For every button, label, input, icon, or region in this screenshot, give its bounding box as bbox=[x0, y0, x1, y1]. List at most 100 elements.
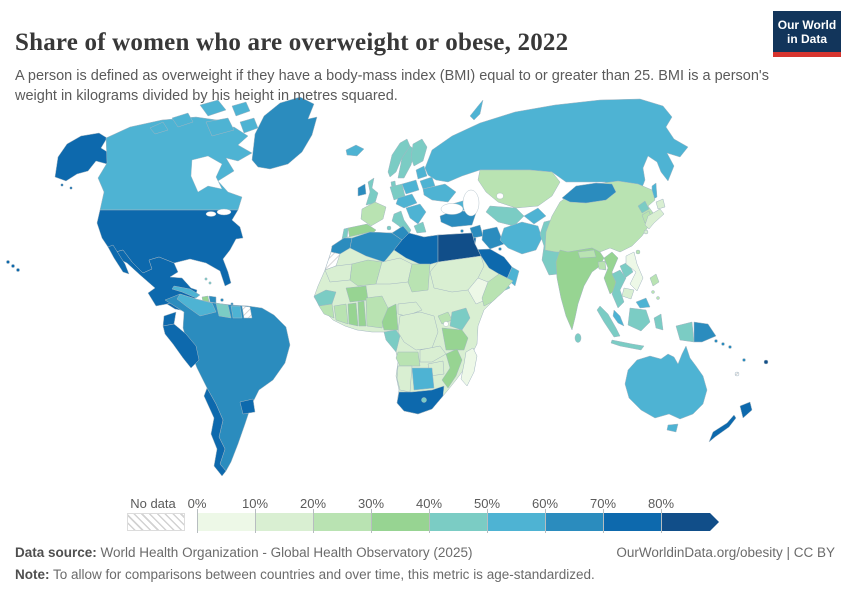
region-new-zealand-south[interactable] bbox=[708, 414, 737, 443]
region-south-america[interactable] bbox=[164, 293, 291, 472]
owid-url-link[interactable]: OurWorldinData.org/obesity | CC BY bbox=[616, 545, 835, 560]
region-suriname[interactable] bbox=[230, 305, 243, 319]
region-philippines[interactable] bbox=[651, 290, 655, 294]
legend-bin-80%+[interactable] bbox=[661, 513, 719, 531]
region-poland[interactable] bbox=[401, 179, 420, 195]
region-nepal[interactable] bbox=[577, 249, 597, 259]
region-zambia[interactable] bbox=[419, 345, 447, 363]
region-cameroon[interactable] bbox=[381, 303, 399, 331]
region-namibia[interactable] bbox=[396, 365, 413, 393]
region-hawaii[interactable] bbox=[11, 264, 15, 268]
region-mexico[interactable] bbox=[111, 249, 198, 307]
region-bangladesh[interactable] bbox=[597, 260, 607, 271]
region-united-kingdom[interactable] bbox=[365, 177, 379, 206]
region-solomon-islands[interactable] bbox=[714, 339, 718, 343]
region-west-papua[interactable] bbox=[675, 321, 695, 343]
region-malaysia-borneo[interactable] bbox=[635, 297, 651, 309]
region-ireland[interactable] bbox=[357, 183, 367, 197]
region-somalia[interactable] bbox=[481, 273, 514, 307]
region-togo-benin[interactable] bbox=[357, 300, 367, 327]
region-madagascar[interactable] bbox=[460, 347, 478, 387]
legend-bin-0-10%[interactable] bbox=[197, 513, 255, 531]
region-papua-new-guinea[interactable] bbox=[693, 321, 717, 343]
region-ghana[interactable] bbox=[347, 302, 359, 327]
region-sumatra[interactable] bbox=[596, 305, 621, 338]
region-mozambique[interactable] bbox=[441, 348, 463, 389]
region-philippines[interactable] bbox=[656, 296, 660, 300]
region-australia[interactable] bbox=[624, 345, 708, 420]
region-sardinia[interactable] bbox=[386, 225, 392, 231]
region-java[interactable] bbox=[610, 339, 645, 351]
no-data-swatch[interactable] bbox=[127, 513, 185, 531]
legend-bin-10-20%[interactable] bbox=[255, 513, 313, 531]
legend-bin-60-70%[interactable] bbox=[545, 513, 603, 531]
legend-bin-70-80%[interactable] bbox=[603, 513, 661, 531]
region-aleutians[interactable] bbox=[60, 183, 64, 187]
legend-bin-20-30%[interactable] bbox=[313, 513, 371, 531]
region-arctic-island[interactable] bbox=[239, 117, 259, 134]
region-burkina-faso[interactable] bbox=[345, 285, 369, 303]
region-cote-divoire[interactable] bbox=[333, 303, 349, 325]
region-cuba[interactable] bbox=[171, 285, 201, 299]
region-kazakhstan[interactable] bbox=[477, 169, 561, 209]
region-belarus[interactable] bbox=[419, 176, 436, 190]
region-iran[interactable] bbox=[499, 221, 543, 255]
region-fiji[interactable] bbox=[763, 359, 769, 365]
region-new-zealand-north[interactable] bbox=[739, 401, 753, 419]
region-aleutians[interactable] bbox=[69, 186, 73, 190]
region-france[interactable] bbox=[360, 201, 387, 227]
region-greenland[interactable] bbox=[251, 96, 318, 170]
region-lesotho[interactable] bbox=[421, 397, 427, 403]
region-botswana[interactable] bbox=[411, 367, 435, 391]
region-peru[interactable] bbox=[162, 323, 200, 369]
region-puerto-rico[interactable] bbox=[220, 298, 224, 302]
region-japan-kyushu[interactable] bbox=[643, 229, 649, 235]
region-kenya[interactable] bbox=[449, 307, 471, 331]
region-thailand[interactable] bbox=[611, 269, 627, 309]
region-sweden[interactable] bbox=[397, 145, 416, 179]
region-greece[interactable] bbox=[413, 221, 427, 234]
region-french-guiana[interactable] bbox=[241, 305, 253, 319]
region-kuwait[interactable] bbox=[498, 247, 502, 251]
region-arctic-island[interactable] bbox=[199, 99, 227, 117]
region-solomon-islands[interactable] bbox=[721, 342, 725, 346]
region-arctic-island[interactable] bbox=[149, 121, 169, 135]
region-chad[interactable] bbox=[407, 263, 431, 293]
region-bahamas[interactable] bbox=[208, 281, 212, 285]
region-central-europe[interactable] bbox=[395, 193, 418, 209]
region-cyprus[interactable] bbox=[460, 229, 464, 233]
region-tanzania[interactable] bbox=[441, 327, 469, 351]
region-solomon-islands[interactable] bbox=[728, 345, 732, 349]
region-hawaii[interactable] bbox=[6, 260, 10, 264]
region-guyana[interactable] bbox=[215, 302, 232, 319]
region-japan-hokkaido[interactable] bbox=[655, 198, 666, 210]
region-paraguay[interactable] bbox=[239, 398, 256, 415]
region-new-caledonia[interactable] bbox=[734, 371, 740, 377]
region-alaska[interactable] bbox=[54, 132, 110, 182]
region-venezuela[interactable] bbox=[176, 293, 217, 317]
region-hawaii[interactable] bbox=[16, 268, 20, 272]
region-india[interactable] bbox=[555, 247, 605, 331]
region-malaysia-peninsula[interactable] bbox=[612, 309, 625, 327]
region-bahamas[interactable] bbox=[204, 277, 208, 281]
legend-bin-40-50%[interactable] bbox=[429, 513, 487, 531]
region-finland[interactable] bbox=[410, 138, 428, 167]
region-chile[interactable] bbox=[203, 387, 227, 477]
region-ukraine[interactable] bbox=[422, 183, 457, 203]
region-sulawesi[interactable] bbox=[653, 313, 664, 331]
region-north-korea[interactable] bbox=[637, 200, 650, 214]
region-baja-california[interactable] bbox=[107, 244, 130, 275]
region-japan-honshu[interactable] bbox=[644, 208, 665, 230]
region-borneo[interactable] bbox=[627, 307, 651, 332]
legend-bin-50-60%[interactable] bbox=[487, 513, 545, 531]
region-taiwan[interactable] bbox=[635, 249, 641, 255]
region-cambodia[interactable] bbox=[621, 287, 635, 300]
owid-logo[interactable]: Our World in Data bbox=[773, 11, 841, 57]
legend-bin-30-40%[interactable] bbox=[371, 513, 429, 531]
region-gabon-congo[interactable] bbox=[383, 329, 401, 353]
region-egypt[interactable] bbox=[437, 232, 482, 263]
region-mongolia[interactable] bbox=[561, 182, 617, 204]
region-balkans[interactable] bbox=[405, 203, 427, 225]
region-iceland[interactable] bbox=[345, 144, 365, 157]
region-angola[interactable] bbox=[395, 351, 421, 367]
